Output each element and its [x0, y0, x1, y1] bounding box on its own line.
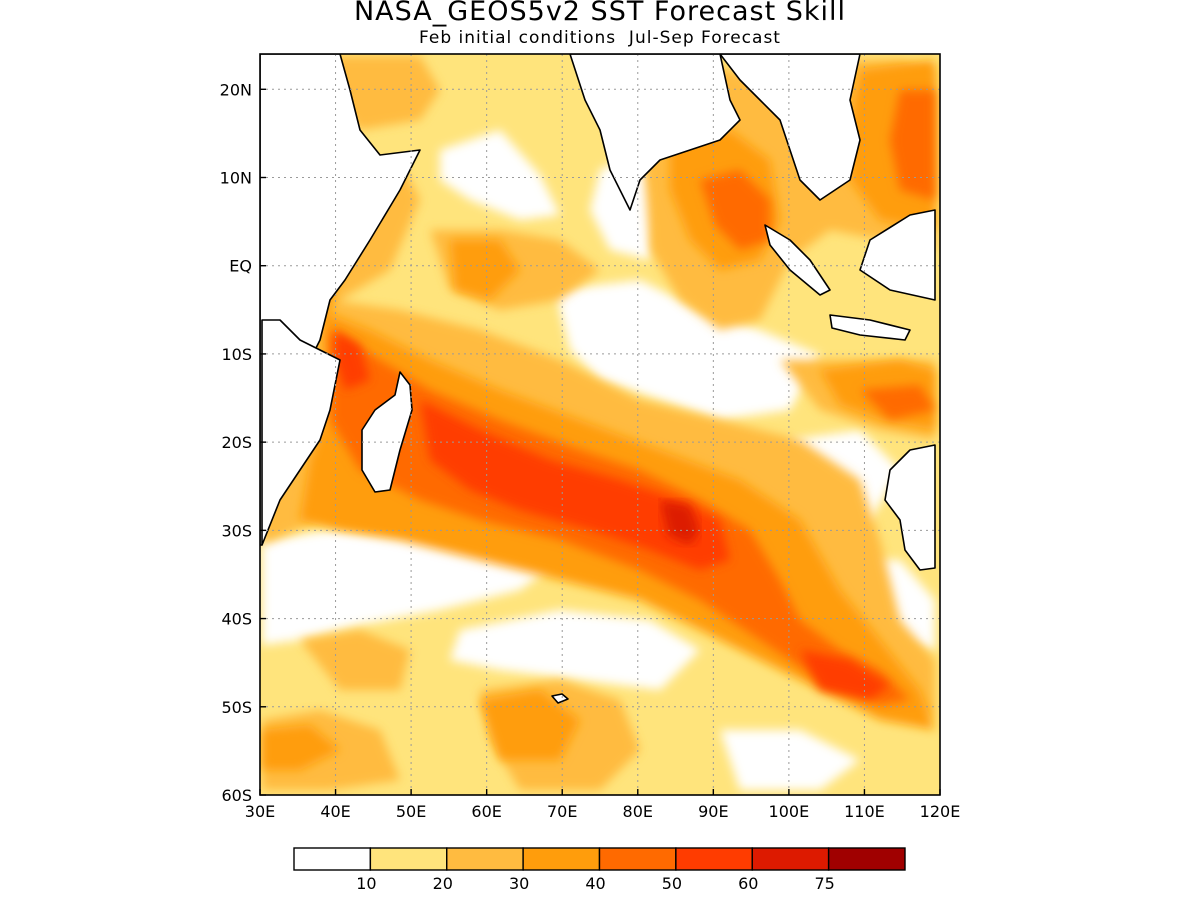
- skill-level-50-60-southeast-core: [800, 650, 890, 700]
- colorbar-swatch: [446, 847, 524, 871]
- colorbar-label: 75: [814, 874, 834, 893]
- y-tick-label: 40S: [221, 610, 252, 629]
- low-skill-area-arabian-sea: [440, 130, 560, 220]
- x-tick-label: 90E: [698, 802, 728, 821]
- land-sumatra: [764, 224, 831, 296]
- land-madagascar: [361, 371, 413, 493]
- x-tick-label: 60E: [471, 802, 501, 821]
- land-java: [829, 314, 911, 341]
- low-skill-area-far-south: [720, 730, 860, 790]
- x-tick-label: 50E: [396, 802, 426, 821]
- x-tick-label: 30E: [245, 802, 275, 821]
- colorbar: 10 20 30 40 50 60 75: [293, 847, 906, 893]
- colorbar-swatch: [827, 847, 906, 871]
- skill-level-20-30-south-patch-3: [300, 630, 410, 690]
- x-tick-label: 80E: [623, 802, 653, 821]
- colorbar-label: 60: [738, 874, 758, 893]
- skill-level-60-75-core: [660, 500, 700, 545]
- colorbar-label: 50: [662, 874, 682, 893]
- land-borneo: [859, 209, 936, 301]
- skill-level-40-50-scs: [890, 90, 935, 200]
- skill-level-50-60-madagascar-north: [335, 330, 370, 390]
- skill-level-30-40-sw-patch: [262, 725, 340, 770]
- y-tick-label: EQ: [229, 257, 252, 276]
- land-southeast-asia: [719, 54, 861, 201]
- y-tick-label: 50S: [221, 698, 252, 717]
- colorbar-swatch: [675, 847, 753, 871]
- land-australia: [884, 444, 936, 571]
- colorbar-swatch: [598, 847, 677, 871]
- y-tick-label: 20N: [220, 80, 252, 99]
- x-axis: 30E 40E 50E 60E 70E 80E 90E 100E 110E 120E: [245, 789, 961, 821]
- land-kerguelen: [551, 693, 569, 704]
- map-title: NASA_GEOS5v2 SST Forecast Skill: [353, 0, 847, 27]
- y-tick-label: 30S: [221, 521, 252, 540]
- colorbar-label: 30: [509, 874, 529, 893]
- colorbar-label: 10: [356, 874, 376, 893]
- skill-level-50-60-central-core: [420, 400, 730, 570]
- x-tick-label: 70E: [547, 802, 577, 821]
- x-tick-label: 110E: [844, 802, 885, 821]
- map-subtitle: Feb initial conditions Jul-Sep Forecast: [419, 28, 781, 48]
- land-africa-south: [261, 319, 341, 546]
- colorbar-swatch: [293, 847, 372, 871]
- skill-level-40-50-bay-east: [700, 170, 770, 250]
- y-tick-label: 10S: [221, 345, 252, 364]
- skill-level-30-40-southern-band: [480, 690, 580, 760]
- x-tick-label: 100E: [769, 802, 810, 821]
- plot-frame: [259, 53, 941, 796]
- colorbar-label: 20: [433, 874, 453, 893]
- y-tick-label: 10N: [220, 169, 252, 188]
- y-tick-label: 60S: [221, 786, 252, 805]
- skill-level-30-40-central-patch: [450, 240, 520, 300]
- colorbar-swatch: [369, 847, 448, 871]
- skill-level-40-50-east-patch: [860, 385, 935, 420]
- colorbar-swatch: [751, 847, 830, 871]
- land-india: [569, 54, 741, 211]
- x-tick-label: 120E: [920, 802, 961, 821]
- x-tick-label: 40E: [320, 802, 350, 821]
- colorbar-label: 40: [585, 874, 605, 893]
- coastlines: [260, 54, 936, 704]
- colorbar-swatch: [522, 847, 601, 871]
- y-tick-label: 20S: [221, 433, 252, 452]
- skill-level-20-30-north-arabian: [330, 56, 440, 130]
- y-axis: 20N 10N EQ 10S 20S 30S 40S 50S 60S: [220, 80, 266, 805]
- low-skill-area-central: [555, 280, 820, 420]
